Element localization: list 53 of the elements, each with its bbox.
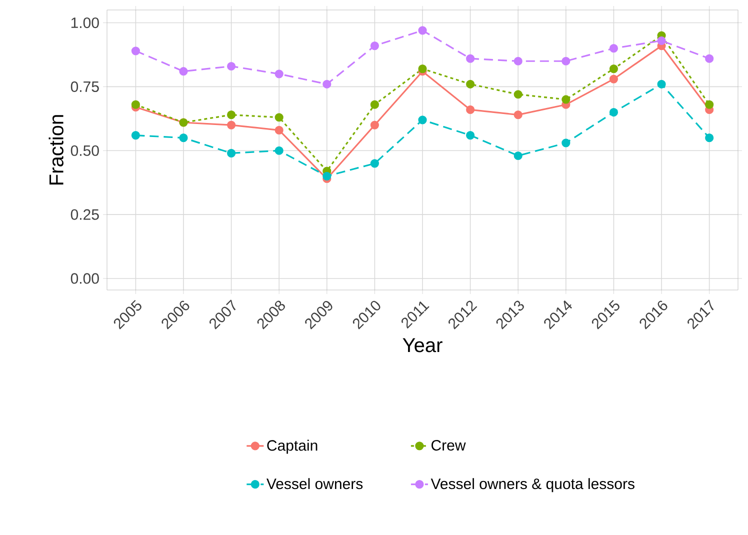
point: [466, 130, 475, 140]
point: [418, 116, 427, 124]
point: [562, 95, 570, 104]
legend-label: Vessel owners & quota lessors: [430, 478, 634, 492]
point: [514, 110, 522, 120]
y-tick-label: 0.25: [70, 209, 99, 220]
point: [370, 100, 380, 109]
point: [274, 70, 284, 78]
point: [562, 138, 570, 148]
point: [657, 80, 666, 88]
point: [466, 54, 475, 63]
point: [705, 134, 714, 142]
point: [131, 100, 140, 109]
point: [274, 126, 284, 134]
point: [418, 64, 427, 74]
point: [179, 134, 188, 142]
point: [609, 44, 618, 53]
point: [514, 90, 522, 99]
y-axis-title: Fraction: [48, 115, 64, 184]
legend-label: Vessel owners: [266, 478, 363, 490]
point: [274, 113, 284, 122]
point: [322, 172, 332, 180]
y-tick-label: 0.75: [70, 81, 99, 92]
point: [131, 130, 140, 140]
point: [514, 56, 522, 66]
legend-label: Crew: [432, 440, 466, 451]
point: [514, 151, 522, 160]
point: [705, 100, 714, 109]
point: [466, 80, 475, 88]
point: [226, 62, 236, 71]
y-tick-label: 0.00: [70, 273, 99, 284]
legend-label: Captain: [267, 440, 318, 454]
y-tick-label: 1.00: [71, 17, 99, 28]
point: [274, 146, 284, 155]
point: [179, 67, 188, 76]
point: [226, 148, 236, 158]
point: [226, 120, 236, 130]
point: [370, 120, 380, 130]
point: [370, 159, 380, 168]
point: [322, 80, 332, 88]
point: [657, 36, 666, 45]
point: [609, 74, 618, 84]
point: [609, 64, 618, 74]
point: [466, 105, 475, 114]
point: [418, 26, 427, 35]
point: [705, 54, 714, 63]
point: [609, 108, 618, 117]
point: [370, 41, 380, 50]
point: [562, 56, 570, 66]
point: [226, 110, 236, 120]
y-tick-label: 0.50: [70, 145, 99, 156]
x-axis-title: Year: [402, 338, 442, 352]
point: [131, 46, 140, 56]
